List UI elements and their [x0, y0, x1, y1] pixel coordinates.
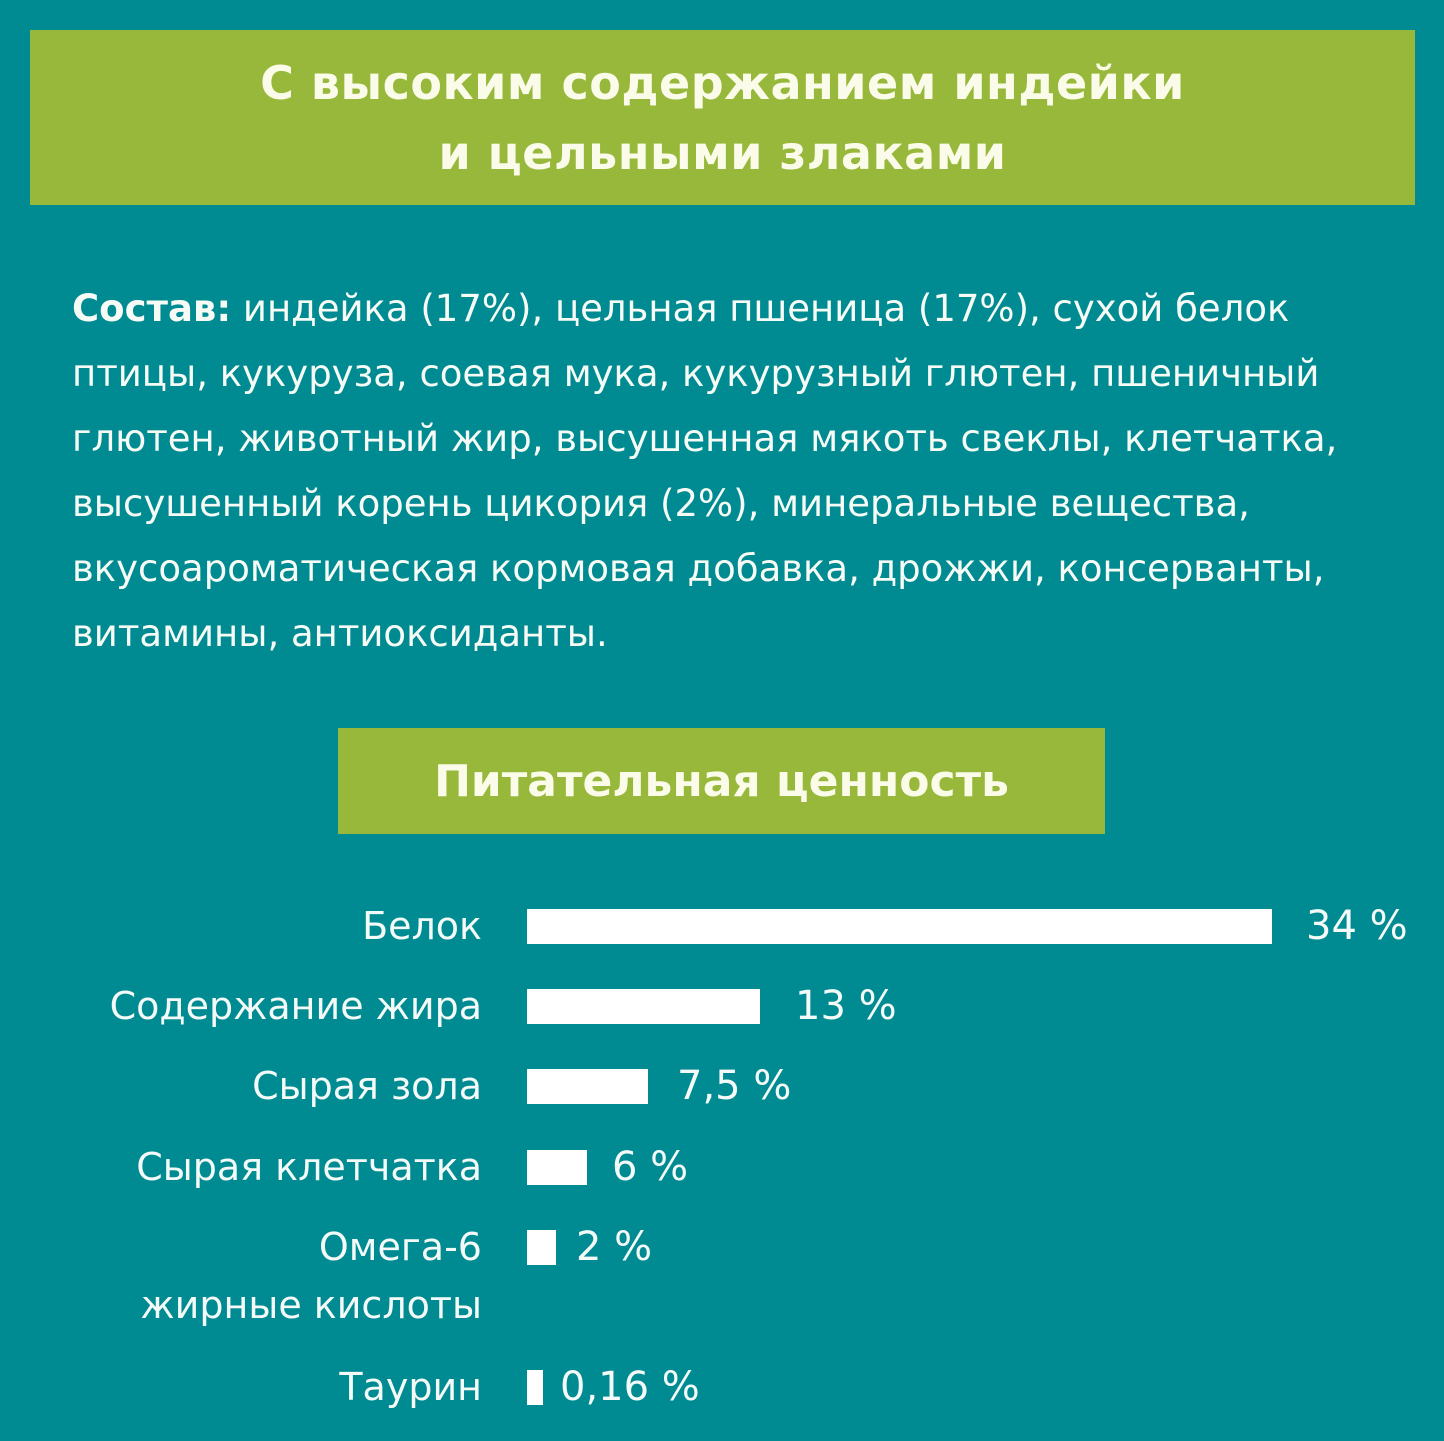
row-label: Таурин — [339, 1365, 482, 1409]
header-title-line1: С высоким содержанием индейки — [260, 55, 1185, 110]
bar-ash — [527, 1069, 648, 1104]
nutrition-title-banner: Питательная ценность — [338, 728, 1105, 834]
bar-omega6 — [527, 1230, 556, 1265]
bar-fiber — [527, 1150, 587, 1185]
chart-row-fat: Содержание жира 13 % — [0, 980, 1444, 1040]
nutrition-title: Питательная ценность — [434, 755, 1009, 807]
chart-row-taurine: Таурин 0,16 % — [0, 1361, 1444, 1421]
composition-text: Состав: индейка (17%), цельная пшеница (… — [72, 276, 1392, 666]
bar-taurine — [527, 1370, 543, 1405]
bar-fat — [527, 989, 760, 1024]
row-label: Белок — [362, 904, 482, 948]
composition-ingredients: индейка (17%), цельная пшеница (17%), су… — [72, 287, 1338, 655]
composition-label: Состав: — [72, 287, 232, 330]
row-label: Сырая клетчатка — [136, 1145, 482, 1189]
chart-row-ash: Сырая зола 7,5 % — [0, 1060, 1444, 1120]
row-value: 13 % — [795, 983, 897, 1029]
row-label: Омега-6 — [318, 1225, 482, 1269]
row-label-line2: жирные кислоты — [140, 1283, 482, 1327]
header-banner: С высоким содержанием индейки и цельными… — [30, 30, 1415, 205]
row-value: 0,16 % — [560, 1364, 700, 1410]
row-value: 7,5 % — [677, 1063, 792, 1109]
row-value: 34 % — [1306, 903, 1408, 949]
row-value: 2 % — [576, 1224, 653, 1270]
chart-row-protein: Белок 34 % — [0, 900, 1444, 960]
row-label: Сырая зола — [252, 1064, 482, 1108]
chart-row-fiber: Сырая клетчатка 6 % — [0, 1141, 1444, 1201]
chart-row-omega6: Омега-6 жирные кислоты 2 % — [0, 1221, 1444, 1341]
bar-protein — [527, 909, 1272, 944]
row-label: Содержание жира — [109, 984, 482, 1028]
header-title-line2: и цельными злаками — [438, 125, 1007, 180]
row-value: 6 % — [612, 1144, 689, 1190]
